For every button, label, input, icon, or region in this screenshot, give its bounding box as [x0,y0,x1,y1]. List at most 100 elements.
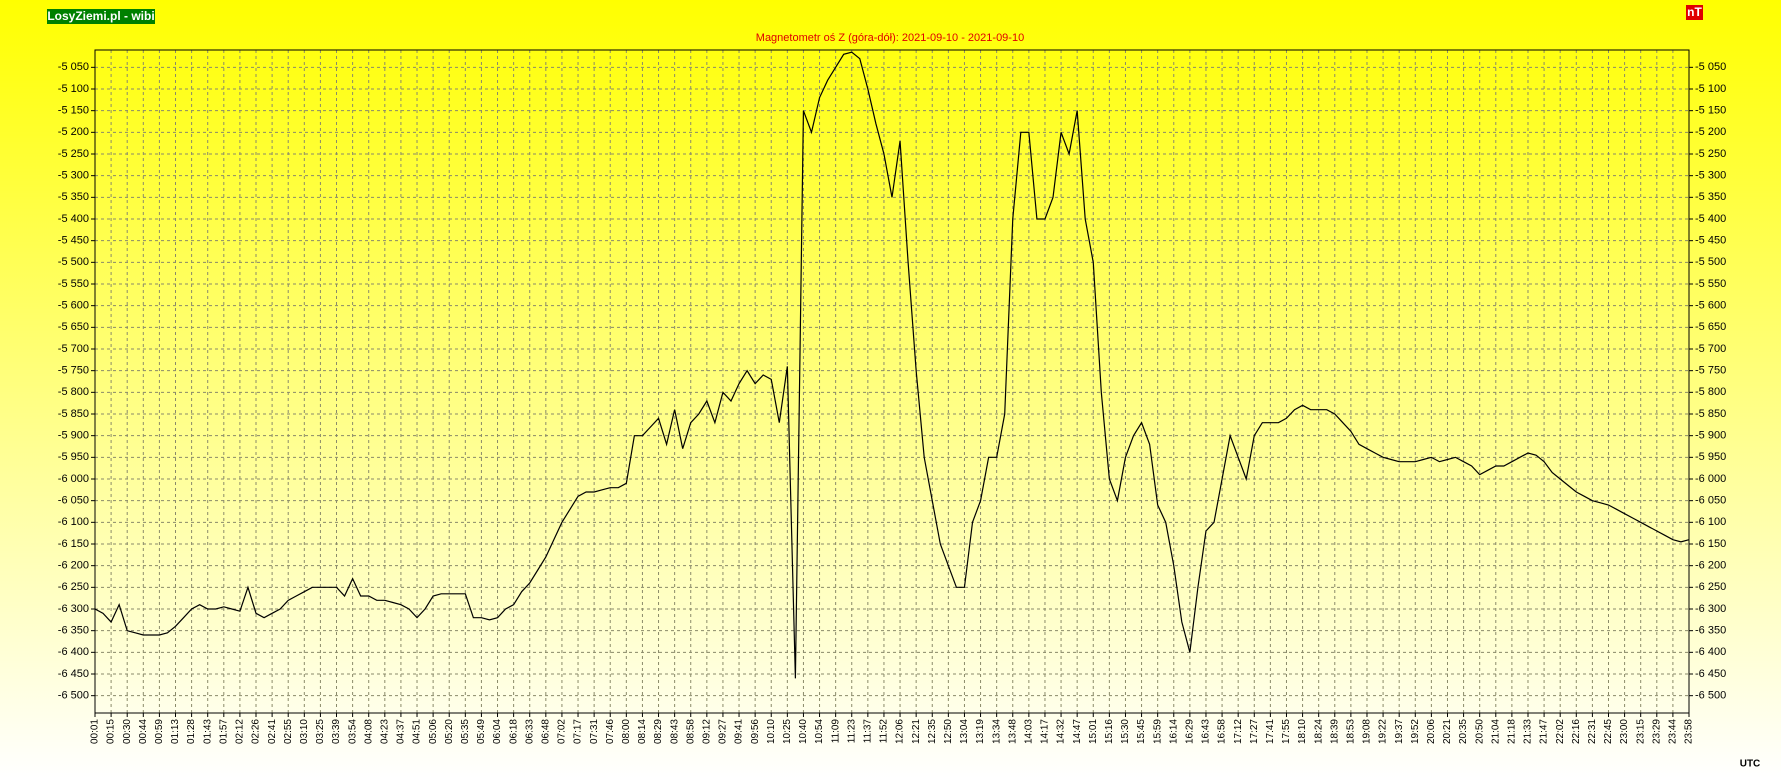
y2-tick-label: -5 100 [1695,83,1726,95]
y2-tick-label: -6 150 [1695,538,1726,550]
y-tick-label: -5 850 [58,408,89,420]
y-tick-label: -5 050 [58,61,89,73]
y-tick-label: -5 750 [58,365,89,377]
y-tick-label: -5 450 [58,235,89,247]
y2-tick-label: -5 700 [1695,343,1726,355]
x-tick-label: 12:35 [927,719,938,744]
x-tick-label: 22:02 [1555,719,1566,744]
y2-tick-label: -6 050 [1695,495,1726,507]
x-tick-label: 17:27 [1249,719,1260,744]
y-tick-label: -5 650 [58,321,89,333]
x-tick-label: 19:37 [1394,719,1405,744]
x-tick-label: 12:06 [895,719,906,744]
y2-tick-label: -6 250 [1695,581,1726,593]
x-tick-label: 19:08 [1362,719,1373,744]
x-tick-label: 20:06 [1426,719,1437,744]
x-tick-label: 09:56 [750,719,761,744]
source-badge [47,9,155,24]
x-tick-label: 22:31 [1587,719,1598,744]
x-tick-label: 07:31 [589,719,600,744]
x-tick-label: 01:13 [170,719,181,744]
x-tick-label: 03:54 [347,719,358,744]
x-tick-label: 00:01 [90,719,101,744]
y2-tick-label: -5 300 [1695,170,1726,182]
x-tick-label: 18:39 [1329,719,1340,744]
x-axis-label: UTC [1740,759,1761,770]
source-label: LosyZiemi.pl - wibi [47,9,154,23]
x-tick-label: 11:52 [879,719,890,744]
x-tick-label: 06:18 [508,719,519,744]
x-tick-label: 23:58 [1684,719,1695,744]
x-tick-label: 15:16 [1104,719,1115,744]
x-tick-label: 13:48 [1007,719,1018,744]
x-tick-label: 00:59 [154,719,165,744]
x-tick-label: 05:06 [428,719,439,744]
x-tick-label: 02:55 [283,719,294,744]
y-tick-label: -6 000 [58,473,89,485]
y-tick-label: -6 450 [58,668,89,680]
y-tick-label: -6 350 [58,625,89,637]
y-tick-label: -5 350 [58,191,89,203]
x-tick-label: 06:48 [540,719,551,744]
x-tick-label: 11:09 [830,719,841,744]
x-tick-label: 08:29 [653,719,664,744]
y2-tick-label: -6 300 [1695,603,1726,615]
x-tick-label: 11:23 [846,719,857,744]
x-tick-label: 23:00 [1619,719,1630,744]
y-tick-label: -5 550 [58,278,89,290]
x-tick-label: 23:29 [1651,719,1662,744]
x-tick-label: 03:39 [331,719,342,744]
unit-label: nT [1687,5,1702,19]
x-tick-label: 07:46 [605,719,616,744]
x-tick-label: 15:59 [1152,719,1163,744]
x-tick-label: 22:16 [1571,719,1582,744]
x-tick-label: 16:58 [1217,719,1228,744]
x-tick-label: 10:10 [766,719,777,744]
x-tick-label: 13:04 [959,719,970,744]
y-tick-label: -5 500 [58,256,89,268]
y2-tick-label: -5 600 [1695,300,1726,312]
x-tick-label: 17:41 [1265,719,1276,744]
y2-tick-label: -5 450 [1695,235,1726,247]
y2-tick-label: -5 050 [1695,61,1726,73]
x-tick-label: 03:10 [299,719,310,744]
x-tick-label: 05:20 [444,719,455,744]
x-tick-label: 04:51 [412,719,423,744]
x-tick-label: 18:24 [1313,719,1324,744]
x-tick-label: 12:21 [911,719,922,744]
x-tick-label: 13:34 [991,719,1002,744]
x-tick-label: 23:15 [1635,719,1646,744]
y2-tick-label: -6 200 [1695,560,1726,572]
x-tick-label: 00:15 [106,719,117,744]
x-tick-label: 22:45 [1603,719,1614,744]
x-tick-label: 21:18 [1507,719,1518,744]
x-tick-label: 10:54 [814,719,825,744]
x-tick-label: 08:00 [621,719,632,744]
x-tick-label: 19:22 [1378,719,1389,744]
x-tick-label: 02:12 [235,719,246,744]
y2-tick-label: -6 100 [1695,516,1726,528]
x-tick-label: 08:58 [685,719,696,744]
x-tick-label: 05:49 [476,719,487,744]
x-tick-label: 01:28 [186,719,197,744]
y2-tick-label: -5 150 [1695,105,1726,117]
x-tick-label: 14:32 [1056,719,1067,744]
x-tick-label: 01:43 [202,719,213,744]
y-tick-label: -6 050 [58,495,89,507]
x-tick-label: 16:14 [1168,719,1179,744]
y-tick-label: -6 250 [58,581,89,593]
y-tick-label: -5 950 [58,451,89,463]
y-tick-label: -5 250 [58,148,89,160]
x-tick-label: 21:04 [1490,719,1501,744]
x-tick-label: 08:43 [669,719,680,744]
y-tick-label: -5 100 [58,83,89,95]
x-tick-label: 16:43 [1201,719,1212,744]
y-tick-label: -5 150 [58,105,89,117]
x-tick-label: 16:29 [1185,719,1196,744]
y2-tick-label: -5 850 [1695,408,1726,420]
x-tick-label: 08:14 [637,719,648,744]
x-tick-label: 18:10 [1297,719,1308,744]
